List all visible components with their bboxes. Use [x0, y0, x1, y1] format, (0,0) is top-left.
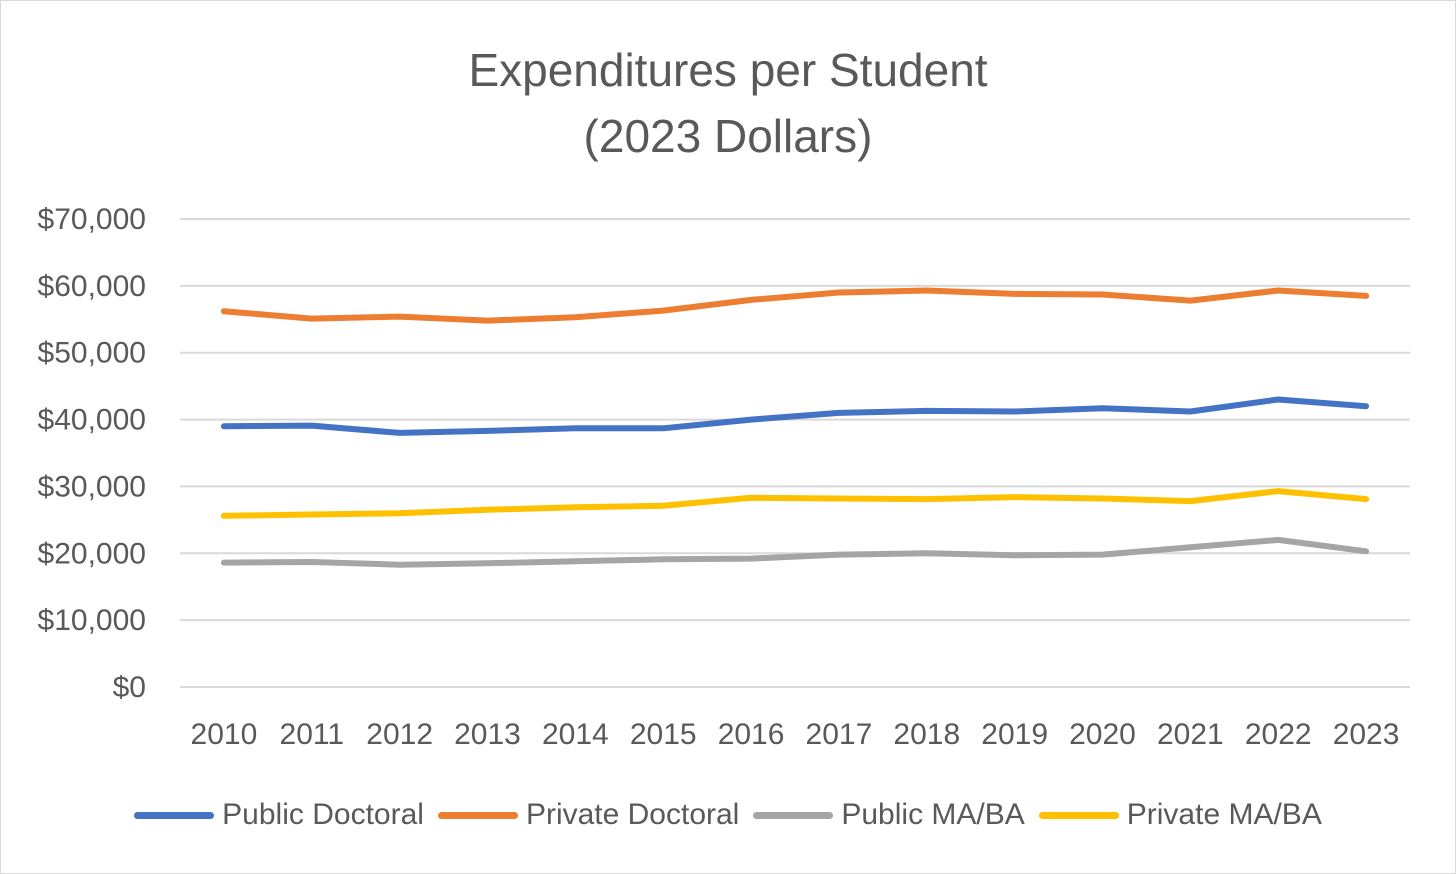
legend: Public Doctoral Private Doctoral Public MA… — [0, 790, 1456, 840]
series-lines — [220, 287, 1370, 568]
y-tick-label: $10,000 — [38, 604, 146, 637]
legend-swatch — [437, 811, 518, 819]
y-tick-label: $0 — [113, 671, 146, 704]
x-tick-label: 2018 — [893, 718, 960, 751]
y-axis: $0 $10,000 $20,000 $30,000 $40,000 $50,000 $60… — [38, 203, 146, 704]
gridlines — [180, 218, 1410, 688]
x-tick-label: 2021 — [1157, 718, 1224, 751]
legend-label: Private MA/BA — [1126, 798, 1322, 831]
legend-label: Public MA/BA — [841, 798, 1025, 831]
x-tick-label: 2019 — [981, 718, 1048, 751]
x-tick-label: 2010 — [191, 718, 258, 751]
x-tick-label: 2020 — [1069, 718, 1136, 751]
x-axis: 2010 2011 2012 2013 2014 2015 2016 2017 2018 2019… — [191, 718, 1400, 751]
series-line-public-ma-ba — [220, 536, 1370, 568]
x-tick-label: 2022 — [1245, 718, 1312, 751]
legend-item: Public MA/BA — [753, 798, 1025, 832]
x-tick-label: 2015 — [630, 718, 697, 751]
x-tick-label: 2013 — [454, 718, 521, 751]
legend-label: Public Doctoral — [222, 798, 424, 831]
legend-swatch — [753, 811, 834, 819]
legend-label: Private Doctoral — [525, 798, 740, 831]
series-line-private-doctoral — [220, 287, 1370, 324]
y-tick-label: $40,000 — [38, 404, 146, 437]
y-tick-label: $30,000 — [38, 470, 146, 503]
x-tick-label: 2023 — [1333, 718, 1400, 751]
series-line-public-doctoral — [220, 396, 1370, 436]
y-tick-label: $60,000 — [38, 270, 146, 303]
series-line-private-ma-ba — [220, 488, 1370, 519]
y-tick-label: $70,000 — [38, 203, 146, 236]
x-tick-label: 2016 — [718, 718, 785, 751]
chart-title: Expenditures per Student — [468, 44, 988, 96]
legend-swatch — [134, 811, 215, 819]
legend-item: Public Doctoral — [134, 798, 424, 832]
x-tick-label: 2014 — [542, 718, 609, 751]
legend-item: Private Doctoral — [437, 798, 740, 832]
chart-subtitle: (2023 Dollars) — [583, 110, 873, 162]
y-tick-label: $20,000 — [38, 537, 146, 570]
legend-item: Private MA/BA — [1038, 798, 1322, 832]
y-tick-label: $50,000 — [38, 337, 146, 370]
x-tick-label: 2017 — [806, 718, 873, 751]
x-tick-label: 2012 — [366, 718, 433, 751]
x-tick-label: 2011 — [280, 718, 345, 751]
legend-swatch — [1038, 811, 1119, 819]
